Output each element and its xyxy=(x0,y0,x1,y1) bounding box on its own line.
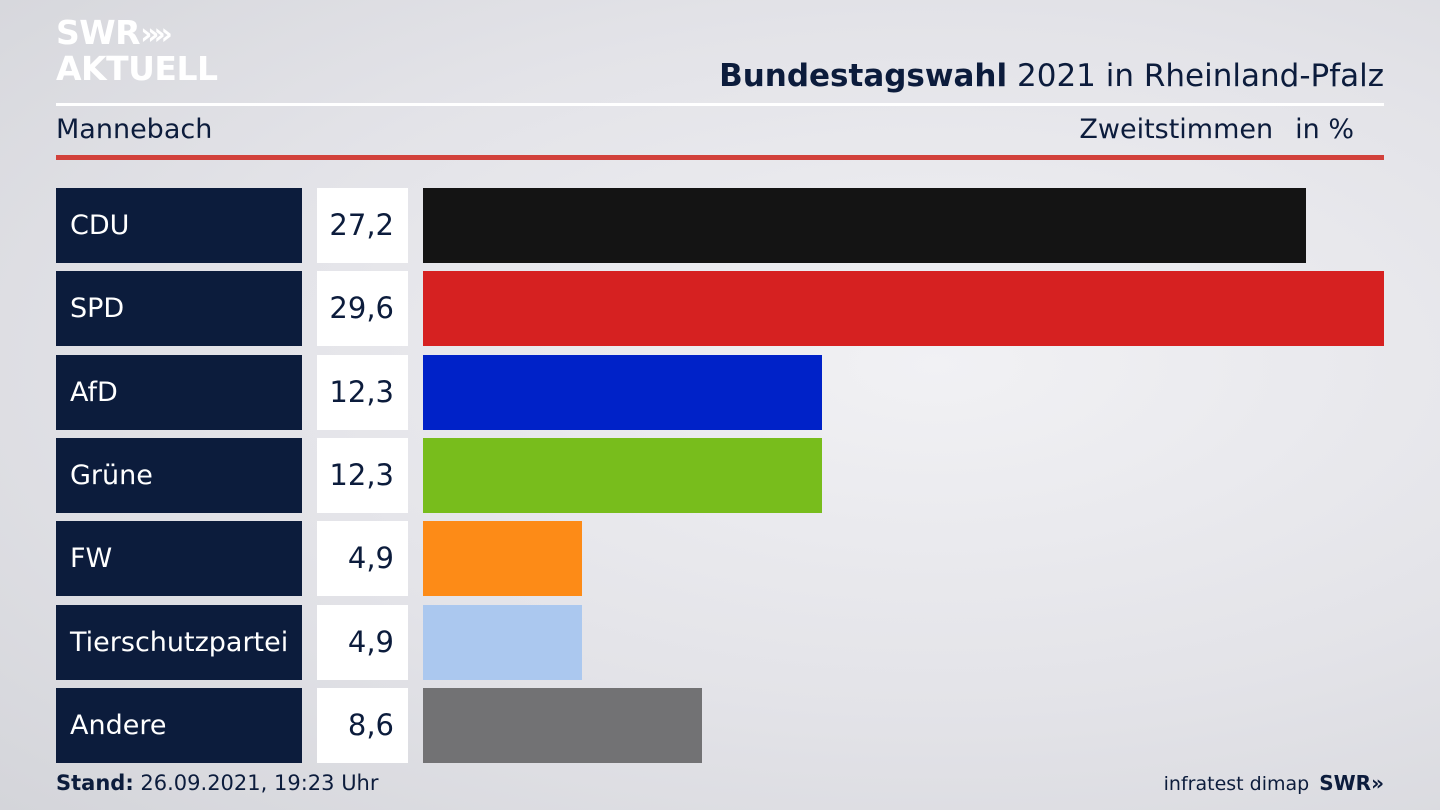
timestamp-value: 26.09.2021, 19:23 Uhr xyxy=(140,771,379,795)
value-label: 8,6 xyxy=(317,688,408,763)
party-label: CDU xyxy=(56,188,302,263)
header-divider xyxy=(56,103,1384,106)
bar xyxy=(423,271,1384,346)
party-label: Andere xyxy=(56,688,302,763)
value-label: 29,6 xyxy=(317,271,408,346)
value-label: 4,9 xyxy=(317,605,408,680)
chart-title: Bundestagswahl 2021 in Rheinland-Pfalz xyxy=(719,58,1384,94)
bar xyxy=(423,521,582,596)
logo-chevrons-icon: » xyxy=(153,17,173,52)
logo-line-aktuell: AKTUELL xyxy=(56,49,218,88)
swr-brand-logo: SWR» xyxy=(1319,771,1384,795)
party-label: FW xyxy=(56,521,302,596)
metric-name: Zweitstimmen xyxy=(1079,114,1274,145)
bar xyxy=(423,188,1306,263)
party-label: AfD xyxy=(56,355,302,430)
timestamp: Stand: 26.09.2021, 19:23 Uhr xyxy=(56,771,379,795)
party-label: Grüne xyxy=(56,438,302,513)
chart-title-bold: Bundestagswahl xyxy=(719,58,1008,94)
value-label: 12,3 xyxy=(317,355,408,430)
bar xyxy=(423,355,822,430)
value-label: 12,3 xyxy=(317,438,408,513)
metric-unit: in % xyxy=(1295,114,1354,145)
source-credit: infratest dimap SWR» xyxy=(1164,771,1384,795)
source-name: infratest dimap xyxy=(1163,773,1310,795)
location-label: Mannebach xyxy=(56,114,213,145)
chart-title-rest: 2021 in Rheinland-Pfalz xyxy=(1017,58,1384,94)
logo-line-swr: SWR xyxy=(56,13,141,52)
timestamp-label: Stand: xyxy=(56,771,134,795)
party-label: SPD xyxy=(56,271,302,346)
accent-divider xyxy=(56,155,1384,160)
bar xyxy=(423,688,702,763)
bar xyxy=(423,438,822,513)
value-label: 4,9 xyxy=(317,521,408,596)
party-label: Tierschutzpartei xyxy=(56,605,302,680)
value-label: 27,2 xyxy=(317,188,408,263)
metric-label: Zweitstimmen in % xyxy=(1079,114,1354,145)
bar xyxy=(423,605,582,680)
logo-chevrons-icon: » xyxy=(140,17,160,52)
swr-aktuell-logo: SWR»» AKTUELL xyxy=(56,16,218,86)
